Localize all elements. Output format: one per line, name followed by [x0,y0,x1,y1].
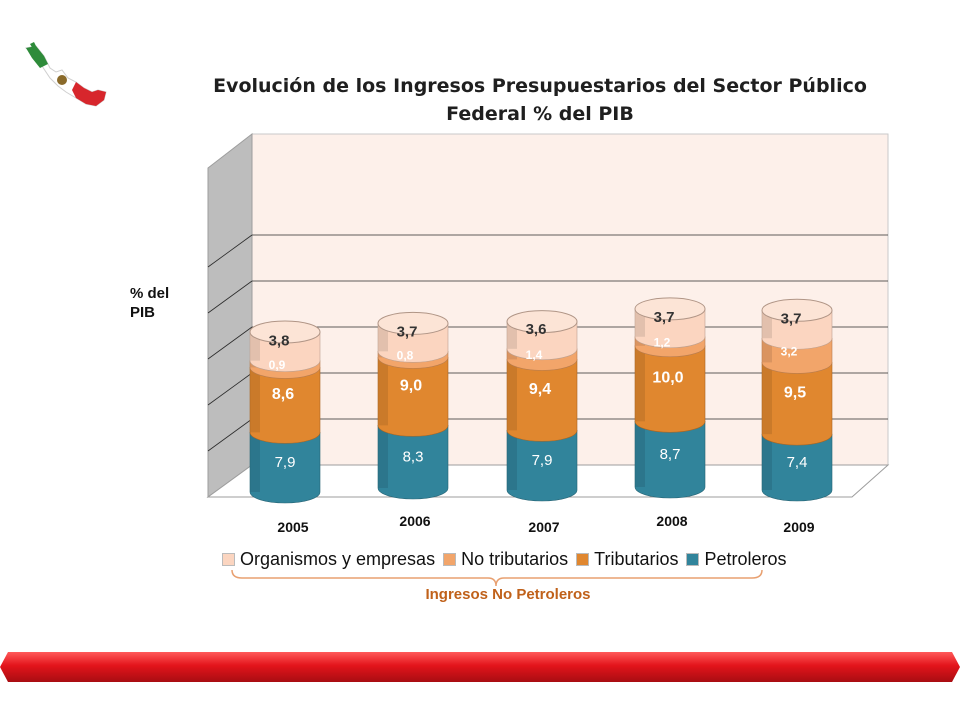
legend-item-petroleros: Petroleros [686,548,787,570]
bar-segment [249,367,321,444]
bar-top-cap [249,320,321,344]
gridline-side [207,234,253,268]
bar-body [761,362,833,446]
bar-top-cap [377,311,449,335]
bar-shade [378,357,388,426]
legend-item-tributarios: Tributarios [576,549,678,570]
data-label: 3,7 [397,323,418,340]
bar-segment [634,421,706,499]
bar-segment [506,359,578,442]
legend-swatch-petroleros [686,552,700,566]
chart-title: Evolución de los Ingresos Presupuestario… [170,72,910,128]
bar-shade [378,425,388,488]
bar-shade [635,421,645,487]
bar-shade [762,434,772,490]
bar-shade [762,362,772,435]
bar-shade [635,345,645,422]
bar-segment [761,362,833,446]
bar-body [761,433,833,502]
bar-shade [762,338,772,363]
legend-swatch-organismos [222,552,235,566]
bar-top-cap [506,310,578,334]
data-label: 10,0 [652,370,683,387]
data-label: 7,4 [787,454,808,471]
x-tick-label: 2008 [656,513,687,529]
gridline-side [207,280,253,314]
data-label: 9,5 [784,384,806,401]
bar-body [634,421,706,499]
bracket-label: Ingresos No Petroleros [425,586,591,603]
data-label: 0,8 [397,348,414,362]
y-axis-label: % del PIB [130,284,190,322]
chart-title-line-2: Federal % del PIB [446,103,634,125]
gridline-side [207,372,253,406]
chart-title-line-1: Evolución de los Ingresos Presupuestario… [213,75,867,97]
footer-red-band [0,652,960,682]
data-label: 9,4 [529,381,551,398]
legend-item-no-tributarios: No tributarios [443,549,568,570]
data-label: 8,7 [660,446,681,463]
x-tick-label: 2005 [277,519,308,535]
bar-top-cap [761,298,833,322]
x-tick-label: 2007 [528,519,559,535]
data-label: 8,3 [403,449,424,466]
legend-swatch-no-tributarios [443,552,457,566]
data-label: 0,9 [269,358,286,372]
data-label: 7,9 [532,452,553,469]
legend-label-tributarios: Tributarios [594,548,679,569]
bar-segment [761,433,833,502]
bar-segment [377,357,449,437]
bar-shade [507,430,517,490]
bar-body [377,357,449,437]
data-label: 9,0 [400,377,422,394]
data-label: 3,7 [654,309,675,326]
data-label: 3,2 [781,344,798,358]
legend-label-no-tributarios: No tributarios [461,548,569,569]
bar-shade [762,310,772,339]
data-label: 3,7 [781,310,802,327]
mexico-map-flag-icon [24,42,107,107]
data-label: 3,8 [269,332,290,349]
bar-top-cap [634,297,706,321]
bar-body [634,345,706,433]
bar-body [377,425,449,500]
legend-item-organismos: Organismos y empresas [222,549,435,570]
legend-label-organismos: Organismos y empresas [240,548,436,569]
bar-segment [249,432,321,504]
bar-body [506,430,578,502]
bar-shade [507,359,517,431]
bar-segment [506,430,578,502]
x-tick-label: 2006 [399,513,430,529]
bar-segment [377,425,449,500]
x-tick-label: 2009 [783,519,814,535]
data-label: 8,6 [272,386,294,403]
bar-shade [250,331,260,361]
plot-side-wall [207,132,253,498]
bar-segment [634,345,706,433]
legend-swatch-tributarios [576,552,590,566]
bar-shade [250,432,260,492]
bar-shade [250,367,260,433]
y-axis-label-line-1: % del [130,285,170,302]
bar-shade [635,308,645,337]
bar-body [249,432,321,504]
data-label: 3,6 [526,321,547,338]
legend-label-petroleros: Petroleros [704,548,787,569]
gridline-side [207,418,253,452]
gridline-side [207,326,253,360]
no-petroleros-bracket [231,569,763,587]
data-label: 7,9 [275,454,296,471]
y-axis-label-line-2: PIB [130,304,156,321]
data-label: 1,4 [526,348,543,362]
chart-legend: Organismos y empresas No tributarios Tri… [222,548,795,570]
bar-shade [378,323,388,352]
bar-body [506,359,578,442]
data-label: 1,2 [654,335,671,349]
bar-shade [507,321,517,349]
bar-body [249,367,321,444]
